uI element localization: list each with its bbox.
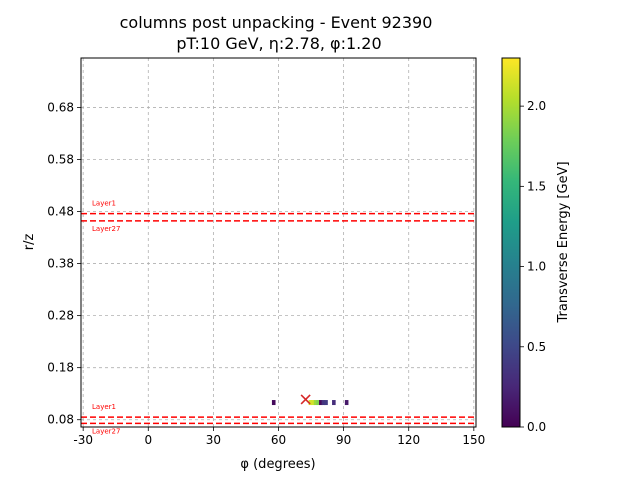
x-tick-label: 60	[271, 433, 286, 447]
energy-cell	[311, 400, 315, 406]
y-tick-label: 0.58	[47, 152, 74, 166]
grid-lines	[81, 58, 476, 427]
x-tick-label: 120	[397, 433, 420, 447]
energy-cell	[332, 400, 336, 406]
energy-cells	[271, 400, 349, 406]
layer-line-label: Layer1	[92, 200, 116, 208]
colorbar-tick-label: 2.0	[527, 99, 546, 113]
colorbar-ticks: 0.0 0.5 1.0 1.5 2.0	[520, 99, 546, 434]
energy-cell	[324, 400, 328, 406]
y-tick-label: 0.18	[47, 361, 74, 375]
layer-line-label: Layer27	[92, 225, 120, 233]
y-tick-label: 0.38	[47, 257, 74, 271]
y-tick-label: 0.68	[47, 100, 74, 114]
energy-cell	[321, 400, 326, 406]
layer-line-label: Layer1	[92, 403, 116, 411]
energy-cell	[313, 400, 318, 406]
energy-cell	[319, 400, 323, 406]
x-tick-label: 150	[462, 433, 485, 447]
energy-cell	[271, 400, 276, 406]
colorbar-gradient	[501, 57, 521, 428]
layer-line-labels: Layer1 Layer27 Layer1 Layer27	[92, 200, 120, 436]
particle-marker	[300, 394, 311, 405]
y-axis-label: r/z	[22, 234, 37, 251]
colorbar-tick-label: 1.5	[527, 179, 546, 193]
y-tick-label: 0.48	[47, 205, 74, 219]
y-axis-ticks: 0.08 0.18 0.28 0.38 0.48 0.58 0.68	[47, 100, 81, 427]
y-tick-label: 0.28	[47, 309, 74, 323]
x-tick-label: 30	[206, 433, 221, 447]
colorbar-label: Transverse Energy [GeV]	[556, 161, 571, 323]
colorbar-tick-label: 0.5	[527, 340, 546, 354]
colorbar-tick-label: 0.0	[527, 420, 546, 434]
energy-cell	[344, 400, 349, 406]
layer-line-label: Layer27	[92, 427, 120, 435]
x-tick-label: 90	[336, 433, 351, 447]
x-axis-ticks: -30 0 30 60 90 120 150	[73, 427, 485, 447]
chart-subtitle: pT:10 GeV, η:2.78, φ:1.20	[176, 34, 381, 53]
x-tick-label: 0	[144, 433, 152, 447]
energy-cell	[316, 400, 321, 406]
x-axis-label: φ (degrees)	[240, 457, 315, 472]
colorbar-tick-label: 1.0	[527, 260, 546, 274]
y-tick-label: 0.08	[47, 413, 74, 427]
x-tick-label: -30	[73, 433, 93, 447]
energy-cell	[308, 400, 313, 406]
chart-title: columns post unpacking - Event 92390	[120, 13, 433, 32]
layer-lines	[81, 212, 476, 425]
particle-marker-group	[300, 394, 311, 405]
colorbar: 0.0 0.5 1.0 1.5 2.0 Transverse Energy [GeV]	[501, 57, 571, 434]
